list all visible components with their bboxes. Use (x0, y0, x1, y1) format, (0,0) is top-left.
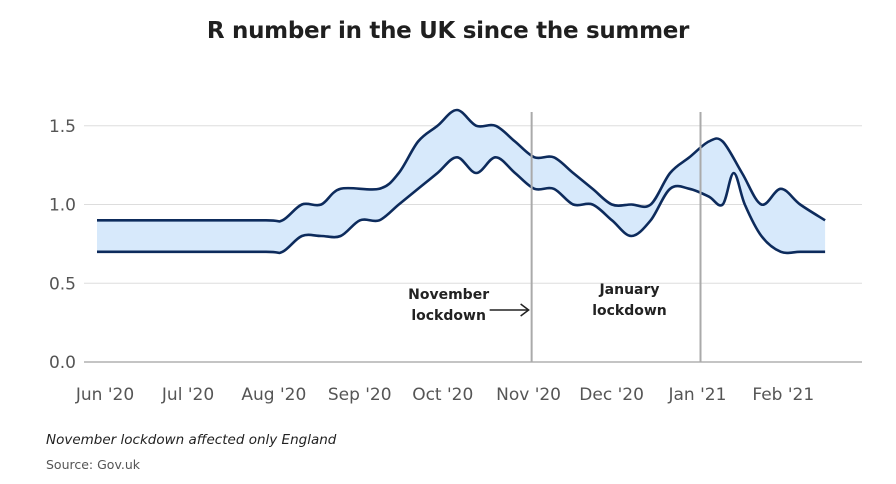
axis-layer: 0.0 0.5 1.0 1.5 Jun '20 Jul '20 Aug '20 Sep '20… (49, 117, 814, 405)
r-range-band (97, 110, 826, 253)
lockdown-label: lockdown (592, 303, 667, 319)
source-note: Source: Gov.uk (46, 457, 141, 472)
y-tick-label: 0.0 (49, 353, 76, 373)
y-tick-label: 0.5 (49, 274, 76, 294)
x-tick-label: Oct '20 (412, 385, 473, 405)
chart-canvas: November lockdown January lockdown 0.0 0.5 1.… (49, 108, 862, 405)
lockdown-label: November (408, 287, 489, 303)
x-tick-label: Aug '20 (241, 385, 306, 405)
x-tick-label: Jun '20 (75, 385, 134, 405)
x-tick-label: Dec '20 (579, 385, 644, 405)
x-tick-label: Sep '20 (328, 385, 392, 405)
y-tick-label: 1.5 (49, 117, 76, 137)
x-tick-label: Nov '20 (496, 385, 561, 405)
y-tick-label: 1.0 (49, 196, 76, 216)
x-tick-label: Jul '20 (161, 385, 214, 405)
x-tick-label: Feb '21 (752, 385, 814, 405)
chart-title: R number in the UK since the summer (206, 18, 690, 44)
x-tick-label: Jan '21 (667, 385, 726, 405)
lockdown-arrow-head (520, 303, 530, 317)
band-layer (97, 108, 826, 255)
marker-layer: November lockdown January lockdown (408, 112, 702, 362)
lockdown-label: lockdown (411, 308, 486, 324)
lockdown-label: January (598, 282, 659, 298)
footnote: November lockdown affected only England (46, 432, 337, 448)
